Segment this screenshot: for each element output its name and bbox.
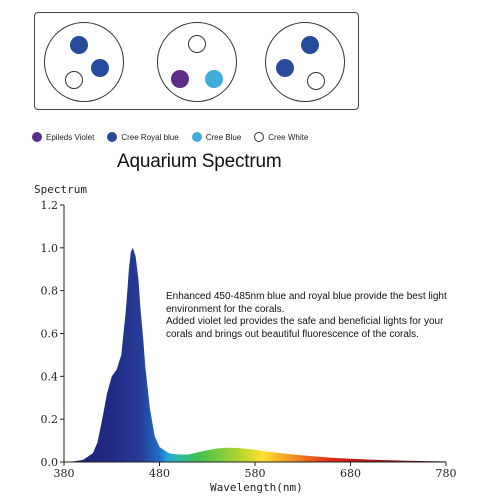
- legend-item: Cree Blue: [191, 132, 242, 142]
- cree-white-led: [307, 72, 325, 90]
- led-panel: [34, 12, 359, 110]
- cree-blue-led: [205, 70, 223, 88]
- cree-royal-blue-led: [70, 36, 88, 54]
- legend-label: Epileds Violet: [46, 132, 95, 142]
- y-tick-label: 0.0: [41, 456, 59, 469]
- legend-label: Cree White: [268, 132, 309, 142]
- x-tick-label: 780: [436, 467, 457, 480]
- x-axis-label: Wavelength(nm): [210, 481, 303, 494]
- cree-white-led: [188, 35, 206, 53]
- spectrum-area: [64, 247, 446, 462]
- blue-led-icon: [191, 132, 202, 142]
- y-axis-label: Spectrum: [34, 183, 87, 196]
- white-led-icon: [254, 132, 265, 142]
- chart-title: Aquarium Spectrum: [117, 151, 282, 172]
- legend-label: Cree Royal blue: [121, 132, 179, 142]
- x-tick-label: 680: [340, 467, 361, 480]
- legend-item: Epileds Violet: [32, 132, 94, 142]
- cree-royal-blue-led: [91, 59, 109, 77]
- led-module-1: [44, 22, 124, 102]
- annotation-line: Added violet led provides the safe and b…: [166, 316, 444, 340]
- x-tick-label: 380: [54, 467, 75, 480]
- epileds-violet-led: [171, 70, 189, 88]
- x-tick-label: 480: [149, 467, 170, 480]
- annotation-text: Enhanced 450-485nm blue and royal blue p…: [166, 291, 451, 341]
- y-tick-label: 0.2: [41, 413, 59, 426]
- annotation-line: Enhanced 450-485nm blue and royal blue p…: [166, 291, 447, 315]
- violet-led-icon: [32, 132, 42, 142]
- royal-blue-led-icon: [107, 132, 118, 142]
- legend-item: Cree White: [254, 132, 308, 142]
- cree-royal-blue-led: [301, 36, 319, 54]
- legend: Epileds Violet Cree Royal blue Cree Blue…: [32, 132, 321, 142]
- y-tick-label: 0.6: [41, 328, 59, 341]
- led-module-2: [157, 22, 237, 102]
- y-tick-label: 0.4: [41, 370, 59, 383]
- cree-white-led: [65, 71, 83, 89]
- cree-royal-blue-led: [276, 59, 294, 77]
- y-tick-label: 0.8: [41, 285, 59, 298]
- legend-label: Cree Blue: [205, 132, 242, 142]
- led-module-3: [265, 22, 345, 102]
- y-tick-label: 1.2: [41, 199, 59, 212]
- y-tick-label: 1.0: [41, 242, 59, 255]
- x-tick-label: 580: [245, 467, 266, 480]
- legend-item: Cree Royal blue: [107, 132, 179, 142]
